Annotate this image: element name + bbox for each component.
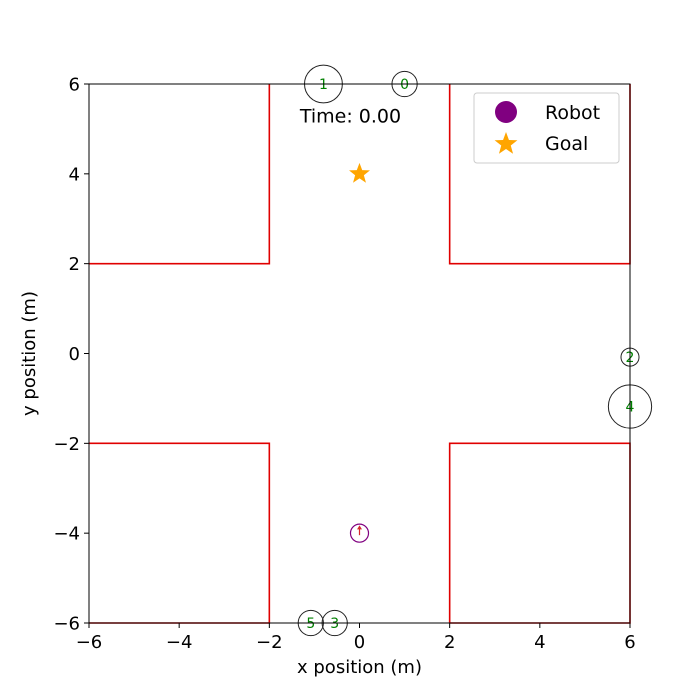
time-annotation: Time: 0.00 bbox=[299, 105, 401, 127]
y-tick-label: 2 bbox=[69, 254, 80, 275]
y-tick-label: 0 bbox=[69, 344, 80, 365]
human-label-5: 5 bbox=[306, 616, 315, 632]
x-tick-label: 2 bbox=[444, 632, 455, 653]
legend-goal-marker bbox=[494, 132, 518, 154]
human-label-0: 0 bbox=[400, 77, 409, 93]
robot-heading-arrowhead bbox=[357, 525, 362, 530]
y-axis-label: y position (m) bbox=[19, 291, 40, 416]
x-tick-label: 0 bbox=[354, 632, 365, 653]
wall-0 bbox=[89, 84, 271, 265]
y-tick-label: −6 bbox=[53, 614, 80, 635]
goal-layer bbox=[349, 162, 370, 183]
legend: Robot Goal bbox=[473, 92, 620, 164]
x-ticks: −6 −4 −2 0 2 4 6 bbox=[76, 623, 636, 653]
y-tick-label: −4 bbox=[53, 524, 80, 545]
x-axis-label: x position (m) bbox=[297, 657, 422, 678]
x-tick-label: −6 bbox=[76, 632, 103, 653]
human-label-3: 3 bbox=[330, 616, 339, 632]
legend-robot-label: Robot bbox=[545, 102, 600, 124]
goal-star bbox=[349, 162, 370, 183]
x-tick-label: −2 bbox=[256, 632, 283, 653]
y-tick-label: 4 bbox=[69, 164, 80, 185]
x-tick-label: 6 bbox=[624, 632, 635, 653]
x-tick-label: −4 bbox=[166, 632, 193, 653]
y-tick-label: 6 bbox=[69, 75, 80, 96]
x-tick-label: 4 bbox=[534, 632, 545, 653]
legend-goal-label: Goal bbox=[545, 133, 588, 155]
y-ticks: −6 −4 −2 0 2 4 6 bbox=[53, 75, 89, 635]
y-tick-label: −2 bbox=[53, 434, 80, 455]
legend-robot-marker bbox=[495, 101, 517, 123]
robot-circle bbox=[349, 523, 370, 543]
human-label-1: 1 bbox=[319, 77, 328, 93]
robot-layer bbox=[349, 523, 370, 543]
